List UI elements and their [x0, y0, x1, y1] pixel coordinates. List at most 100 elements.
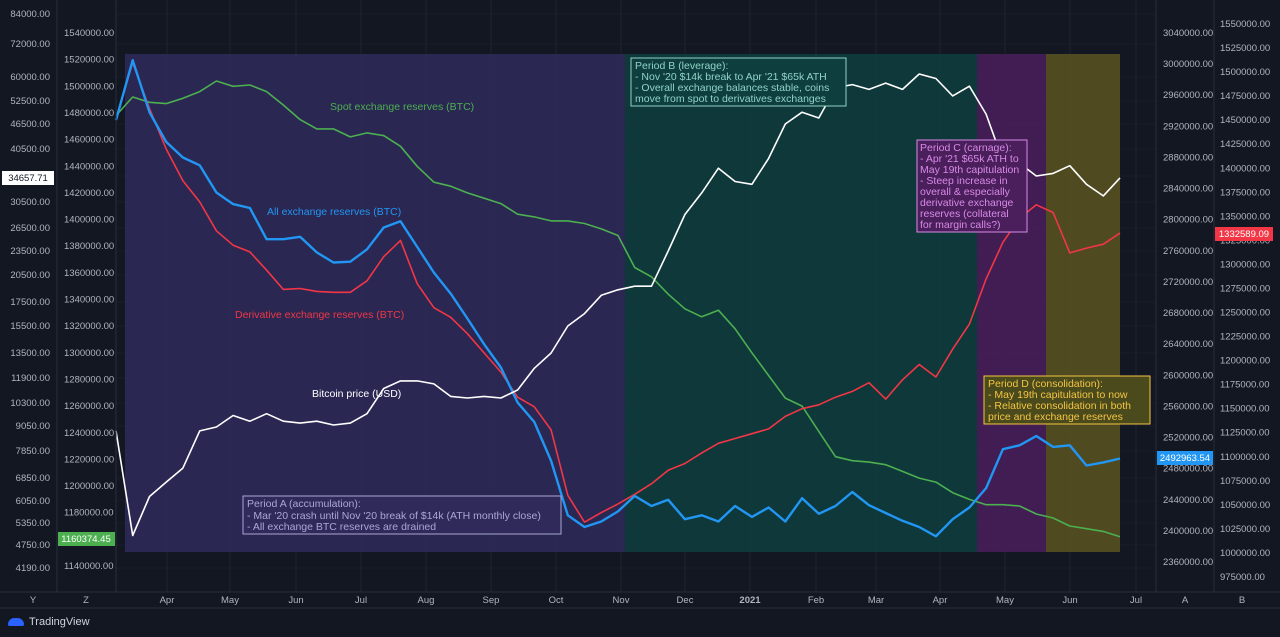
- axis-tick-label: 52500.00: [10, 96, 50, 107]
- axis-tick-label: 2840000.00: [1163, 184, 1213, 195]
- x-tick-label: May: [996, 595, 1014, 606]
- period-c-line-6: reserves (collateral: [920, 208, 1009, 220]
- series-line-spot[interactable]: [115, 80, 1121, 538]
- axis-tick-label: 1440000.00: [64, 161, 114, 172]
- axis-tick-label: 23500.00: [10, 246, 50, 257]
- axis-tick-label: 2600000.00: [1163, 370, 1213, 381]
- price-current-badge: 34657.71: [2, 171, 54, 185]
- z-axis-label[interactable]: Z: [83, 595, 89, 606]
- axis-tick-label: 17500.00: [10, 297, 50, 308]
- period-b-line-2: - Overall exchange balances stable, coin…: [635, 82, 829, 94]
- derivative-series-label: Derivative exchange reserves (BTC): [235, 309, 404, 321]
- period-d-line-3: price and exchange reserves: [988, 411, 1123, 423]
- time-axis[interactable]: Apr May Jun Jul Aug Sep Oct Nov Dec 2021 Feb Mar Apr…: [160, 595, 1142, 606]
- axis-tick-label: 1000000.00: [1220, 548, 1270, 559]
- tradingview-logo-icon: [8, 616, 24, 628]
- axis-tick-label: 1200000.00: [1220, 356, 1270, 367]
- series-line-derivative[interactable]: [115, 61, 1121, 524]
- spot-series-label: Spot exchange reserves (BTC): [330, 101, 474, 113]
- period-c-annotation[interactable]: Period C (carnage): - Apr '21 $65k ATH t…: [916, 139, 1028, 233]
- axis-tick-label: 2680000.00: [1163, 308, 1213, 319]
- period-c-line-5: derivative exchange: [920, 197, 1014, 209]
- all-axis[interactable]: 3040000.00 3000000.00 2960000.00 2920000.00…: [1163, 28, 1213, 568]
- axis-tick-label: 1425000.00: [1220, 139, 1270, 150]
- axis-tick-label: 1300000.00: [1220, 259, 1270, 270]
- period-d-line-1: - May 19th capitulation to now: [988, 389, 1128, 401]
- x-tick-label: 2021: [739, 595, 761, 606]
- period-a-annotation[interactable]: Period A (accumulation): - Mar '20 crash…: [242, 495, 562, 535]
- period-regions: [125, 54, 1120, 552]
- axis-tick-label: 1025000.00: [1220, 524, 1270, 535]
- axis-tick-label: 1260000.00: [64, 401, 114, 412]
- period-c-region: [977, 54, 1046, 552]
- axis-tick-label: 6850.00: [16, 473, 50, 484]
- axis-tick-label: 2760000.00: [1163, 246, 1213, 257]
- period-c-line-4: overall & especially: [920, 186, 1011, 198]
- axis-tick-label: 9050.00: [16, 421, 50, 432]
- period-c-line-7: for margin calls?): [920, 219, 1001, 231]
- series-line-all[interactable]: [114, 59, 1121, 538]
- axis-tick-label: 5350.00: [16, 518, 50, 529]
- period-b-annotation[interactable]: Period B (leverage): - Nov '20 $14k brea…: [630, 57, 847, 107]
- x-tick-label: Jun: [1062, 595, 1077, 606]
- axis-tick-label: 2640000.00: [1163, 339, 1213, 350]
- axis-tick-label: 1240000.00: [64, 428, 114, 439]
- price-series-label: Bitcoin price (USD): [312, 388, 401, 400]
- axis-tick-label: 1175000.00: [1220, 380, 1270, 391]
- series-line-price[interactable]: [115, 73, 1121, 537]
- axis-tick-label: 1400000.00: [64, 215, 114, 226]
- axis-tick-label: 1140000.00: [64, 561, 114, 572]
- all-current-value: 2492963.54: [1160, 453, 1210, 464]
- derivative-current-value: 1332589.09: [1219, 229, 1269, 240]
- axis-tick-label: 11900.00: [11, 373, 50, 384]
- axis-tick-label: 1075000.00: [1220, 476, 1270, 487]
- period-b-region: [625, 54, 977, 552]
- period-c-line-3: - Steep increase in: [920, 175, 1008, 187]
- axis-tick-label: 1460000.00: [64, 135, 114, 146]
- axis-tick-label: 60000.00: [10, 72, 50, 83]
- price-axis[interactable]: 84000.00 72000.00 60000.00 52500.00 46500.00…: [10, 9, 50, 574]
- period-d-title: Period D (consolidation):: [988, 378, 1103, 390]
- axis-tick-label: 1550000.00: [1220, 19, 1270, 30]
- spot-axis[interactable]: 1540000.00 1520000.00 1500000.00 1480000.00…: [64, 28, 114, 572]
- axis-tick-label: 1400000.00: [1220, 163, 1270, 174]
- axis-tick-label: 2800000.00: [1163, 215, 1213, 226]
- axis-tick-label: 1220000.00: [64, 454, 114, 465]
- axis-tick-label: 2960000.00: [1163, 90, 1213, 101]
- axis-tick-label: 1300000.00: [64, 348, 114, 359]
- axis-tick-label: 1225000.00: [1220, 332, 1270, 343]
- tradingview-brand[interactable]: TradingView: [8, 616, 90, 628]
- axis-tick-label: 2400000.00: [1163, 526, 1213, 537]
- axis-tick-label: 2440000.00: [1163, 495, 1213, 506]
- period-d-region: [1046, 54, 1120, 552]
- x-tick-label: Apr: [160, 595, 175, 606]
- axis-tick-label: 1540000.00: [64, 28, 114, 39]
- axis-tick-label: 40500.00: [10, 144, 50, 155]
- axis-tick-label: 1180000.00: [64, 508, 114, 519]
- axis-tick-label: 7850.00: [16, 446, 50, 457]
- axis-tick-label: 4190.00: [16, 563, 50, 574]
- b-axis-label[interactable]: B: [1239, 595, 1245, 606]
- axis-tick-label: 2920000.00: [1163, 121, 1213, 132]
- x-tick-label: Sep: [483, 595, 500, 606]
- period-d-box: [983, 375, 1151, 425]
- axis-tick-label: 3000000.00: [1163, 59, 1213, 70]
- price-axis-label[interactable]: Y: [30, 595, 37, 606]
- axis-tick-label: 4750.00: [16, 540, 50, 551]
- axis-tick-label: 2880000.00: [1163, 152, 1213, 163]
- all-current-badge: 2492963.54: [1157, 451, 1213, 465]
- period-d-annotation[interactable]: Period D (consolidation): - May 19th cap…: [983, 375, 1151, 425]
- axis-tick-label: 13500.00: [10, 348, 50, 359]
- axis-tick-label: 3040000.00: [1163, 28, 1213, 39]
- axis-tick-label: 2520000.00: [1163, 433, 1213, 444]
- price-current-value: 34657.71: [8, 173, 48, 184]
- a-axis-label[interactable]: A: [1182, 595, 1189, 606]
- series-layer: [114, 59, 1121, 538]
- axis-tick-label: 46500.00: [10, 119, 50, 130]
- axis-tick-label: 1520000.00: [64, 55, 114, 66]
- axis-tick-label: 72000.00: [10, 39, 50, 50]
- brand-name: TradingView: [29, 616, 90, 628]
- axis-tick-label: 1125000.00: [1220, 428, 1270, 439]
- x-tick-label: Jun: [288, 595, 303, 606]
